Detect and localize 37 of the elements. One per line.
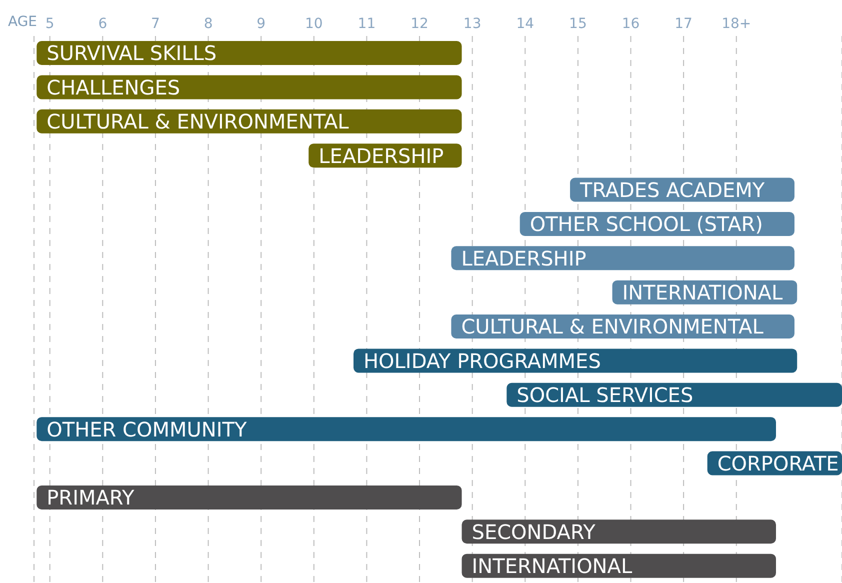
x-tick-label: 5 [45,16,54,32]
x-tick-label: 12 [410,16,428,32]
y-tick-label: OTHER COMMUNITY [46,417,248,442]
y-tick-label: OTHER SCHOOL (STAR) [530,212,763,236]
y-tick-label: LEADERSHIP [318,144,444,168]
x-tick-label: 7 [151,16,160,32]
x-tick-label: 16 [622,16,640,32]
bar [462,520,776,544]
y-tick-label: INTERNATIONAL [472,554,633,578]
x-tick-label: 18+ [722,16,752,32]
bar [36,75,462,100]
y-tick-label: CULTURAL & ENVIRONMENTAL [461,314,764,339]
x-tick-label: 15 [569,16,587,32]
x-axis-title: AGE [8,14,38,30]
y-tick-label: LEADERSHIP [461,246,586,270]
y-tick-label: HOLIDAY PROGRAMMES [364,348,601,373]
bar [36,41,462,65]
y-tick-label: SECONDARY [472,520,596,544]
x-tick-label: 10 [304,16,323,32]
x-tick-label: 11 [358,16,376,32]
x-tick-label: 8 [204,16,213,32]
bar [36,485,462,510]
bar [451,246,794,270]
y-tick-label: SURVIVAL SKILLS [46,41,217,66]
y-tick-label: CHALLENGES [46,75,180,100]
y-tick-label: CULTURAL & ENVIRONMENTAL [46,110,350,134]
x-tick-label: 14 [516,16,534,32]
y-tick-label: PRIMARY [46,486,136,510]
x-tick-label: 9 [256,16,266,32]
y-tick-label: INTERNATIONAL [622,280,784,305]
bar [36,417,776,442]
y-tick-label: TRADES ACADEMY [579,178,766,202]
y-tick-label: CORPORATE [717,451,839,476]
y-tick-label: SOCIAL SERVICES [516,383,694,408]
x-tick-label: 13 [463,16,482,32]
x-tick-label: 6 [98,16,108,32]
x-tick-label: 17 [674,16,692,32]
